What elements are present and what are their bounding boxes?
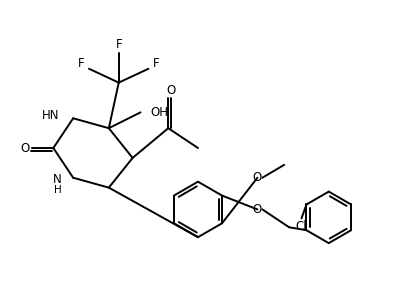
- Text: Cl: Cl: [296, 220, 307, 233]
- Text: O: O: [167, 84, 176, 97]
- Text: O: O: [253, 203, 262, 216]
- Text: H: H: [54, 185, 61, 195]
- Text: HN: HN: [42, 109, 59, 122]
- Text: O: O: [20, 142, 29, 154]
- Text: F: F: [115, 38, 122, 52]
- Text: F: F: [78, 57, 84, 70]
- Text: O: O: [253, 171, 262, 184]
- Text: F: F: [153, 57, 160, 70]
- Text: OH: OH: [151, 106, 169, 119]
- Text: N: N: [52, 173, 61, 186]
